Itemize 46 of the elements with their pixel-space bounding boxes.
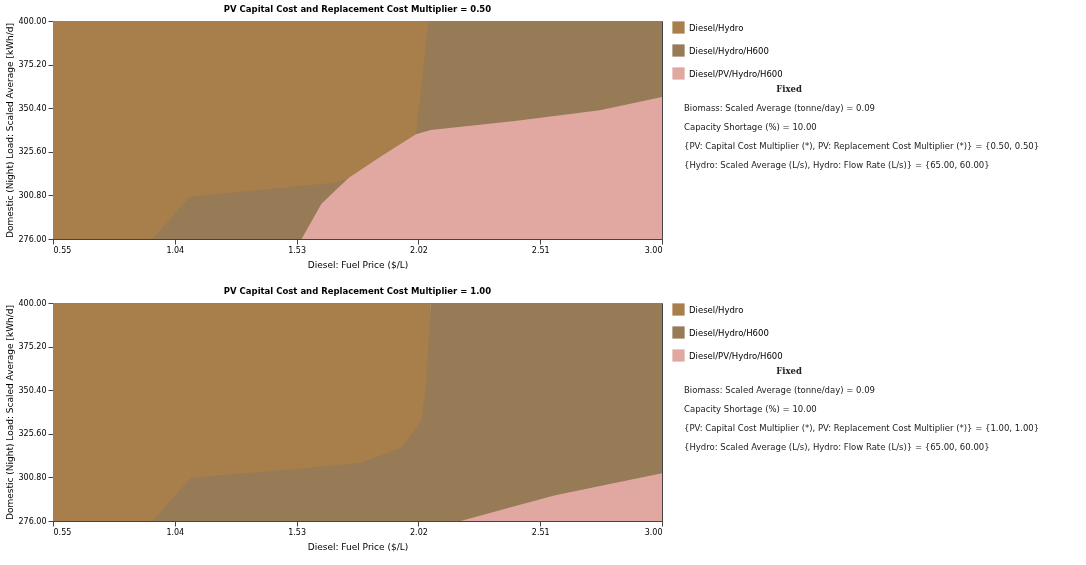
y-tick-label: 400.00 bbox=[18, 298, 47, 308]
x-tick-label: 1.04 bbox=[166, 245, 185, 255]
text: {Hydro: Scaled Average (L/s), Hydro: Flow Rate (L/s)} = {65.00, 60.00} bbox=[684, 442, 991, 452]
y-tick-label: 325.60 bbox=[18, 147, 47, 157]
y-axis-title: Domestic (Night) Load: Scaled Average [kWh/d] bbox=[4, 22, 15, 239]
legend-label: Diesel/Hydro/H600 bbox=[689, 327, 769, 338]
y-tick-label: 276.00 bbox=[18, 516, 47, 526]
text: Capacity Shortage (%) = 10.00 bbox=[684, 122, 818, 132]
x-tick-label: 3.00 bbox=[644, 527, 663, 537]
chart-title: PV Capital Cost and Replacement Cost Multiplier = 1.00 bbox=[223, 285, 492, 296]
x-tick-label: 2.02 bbox=[409, 527, 428, 537]
text: Capacity Shortage (%) = 10.00 bbox=[684, 404, 818, 414]
x-tick-label: 2.51 bbox=[531, 527, 550, 537]
chart-title: PV Capital Cost and Replacement Cost Multiplier = 0.50 bbox=[223, 3, 492, 14]
text: Fixed bbox=[775, 84, 803, 94]
y-tick-label: 300.80 bbox=[18, 190, 47, 200]
x-tick-label: 2.51 bbox=[531, 245, 550, 255]
x-axis-title: Diesel: Fuel Price ($/L) bbox=[307, 541, 409, 552]
x-tick-label: 1.53 bbox=[288, 527, 307, 537]
y-tick-label: 400.00 bbox=[18, 16, 47, 26]
y-tick-label: 350.40 bbox=[18, 385, 47, 395]
y-tick-label: 325.60 bbox=[18, 429, 47, 439]
legend-label: Diesel/Hydro bbox=[689, 22, 744, 33]
y-tick-label: 350.40 bbox=[18, 103, 47, 113]
x-tick-label: 0.55 bbox=[53, 245, 72, 255]
x-tick-label: 0.55 bbox=[53, 527, 72, 537]
y-tick-label: 375.20 bbox=[18, 60, 47, 70]
legend-label: Diesel/Hydro bbox=[689, 304, 744, 315]
y-tick-label: 375.20 bbox=[18, 342, 47, 352]
y-axis-title: Domestic (Night) Load: Scaled Average [kWh/d] bbox=[4, 304, 15, 521]
legend-label: Diesel/PV/Hydro/H600 bbox=[689, 68, 783, 79]
x-tick-label: 1.53 bbox=[288, 245, 307, 255]
legend-label: Diesel/Hydro/H600 bbox=[689, 45, 769, 56]
text: {PV: Capital Cost Multiplier (*), PV: Replacement Cost Multiplier (*)} = {0.50, 0.50} bbox=[684, 141, 1041, 151]
x-tick-label: 3.00 bbox=[644, 245, 663, 255]
text: Biomass: Scaled Average (tonne/day) = 0.09 bbox=[684, 385, 876, 395]
x-tick-label: 1.04 bbox=[166, 527, 185, 537]
text: {PV: Capital Cost Multiplier (*), PV: Replacement Cost Multiplier (*)} = {1.00, 1.00} bbox=[684, 423, 1041, 433]
y-tick-label: 276.00 bbox=[18, 234, 47, 244]
legend-label: Diesel/PV/Hydro/H600 bbox=[689, 350, 783, 361]
text: Biomass: Scaled Average (tonne/day) = 0.09 bbox=[684, 103, 876, 113]
y-tick-label: 300.80 bbox=[18, 472, 47, 482]
x-tick-label: 2.02 bbox=[409, 245, 428, 255]
x-axis-title: Diesel: Fuel Price ($/L) bbox=[307, 259, 409, 270]
text: {Hydro: Scaled Average (L/s), Hydro: Flow Rate (L/s)} = {65.00, 60.00} bbox=[684, 160, 991, 170]
text: Fixed bbox=[775, 366, 803, 376]
